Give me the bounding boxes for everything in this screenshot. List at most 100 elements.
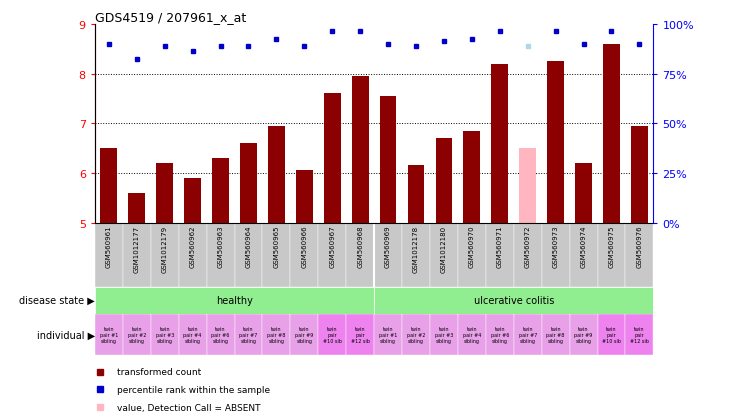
- Bar: [464, 131, 480, 223]
- Bar: [569, 223, 598, 287]
- Bar: [380, 97, 396, 223]
- Text: GSM560972: GSM560972: [525, 225, 531, 267]
- Bar: [514, 223, 542, 287]
- Text: GSM1012177: GSM1012177: [134, 225, 139, 272]
- Text: twin
pair #9
sibling: twin pair #9 sibling: [575, 326, 593, 343]
- Text: twin
pair #8
sibling: twin pair #8 sibling: [267, 326, 285, 343]
- Bar: [95, 314, 123, 355]
- Text: twin
pair #6
sibling: twin pair #6 sibling: [491, 326, 509, 343]
- Bar: [346, 314, 374, 355]
- Bar: [212, 159, 229, 223]
- Bar: [402, 314, 430, 355]
- Bar: [156, 164, 173, 223]
- Bar: [263, 314, 291, 355]
- Bar: [575, 164, 592, 223]
- Bar: [486, 314, 514, 355]
- Bar: [542, 223, 569, 287]
- Text: GSM560971: GSM560971: [497, 225, 503, 268]
- Bar: [352, 77, 369, 223]
- Bar: [548, 62, 564, 223]
- Text: twin
pair #6
sibling: twin pair #6 sibling: [212, 326, 230, 343]
- Bar: [128, 193, 145, 223]
- Text: twin
pair #9
sibling: twin pair #9 sibling: [295, 326, 313, 343]
- Bar: [631, 126, 648, 223]
- Bar: [603, 45, 620, 223]
- Bar: [430, 223, 458, 287]
- Bar: [268, 126, 285, 223]
- Bar: [207, 314, 234, 355]
- Bar: [569, 314, 598, 355]
- Bar: [514, 314, 542, 355]
- Bar: [123, 314, 151, 355]
- Bar: [123, 223, 151, 287]
- Bar: [346, 223, 374, 287]
- Bar: [207, 223, 234, 287]
- Bar: [101, 149, 118, 223]
- Bar: [374, 314, 402, 355]
- Bar: [626, 314, 653, 355]
- Bar: [519, 149, 536, 223]
- Text: GSM560964: GSM560964: [245, 225, 251, 267]
- Bar: [95, 287, 374, 314]
- Text: twin
pair #2
sibling: twin pair #2 sibling: [407, 326, 425, 343]
- Bar: [184, 178, 201, 223]
- Text: twin
pair
#12 sib: twin pair #12 sib: [630, 326, 649, 343]
- Bar: [151, 223, 179, 287]
- Bar: [374, 223, 402, 287]
- Bar: [626, 223, 653, 287]
- Text: GSM560968: GSM560968: [357, 225, 363, 268]
- Bar: [318, 314, 346, 355]
- Text: twin
pair #7
sibling: twin pair #7 sibling: [518, 326, 537, 343]
- Text: twin
pair #2
sibling: twin pair #2 sibling: [128, 326, 146, 343]
- Bar: [179, 223, 207, 287]
- Text: twin
pair
#12 sib: twin pair #12 sib: [350, 326, 369, 343]
- Bar: [318, 223, 346, 287]
- Bar: [598, 223, 626, 287]
- Text: twin
pair #8
sibling: twin pair #8 sibling: [547, 326, 565, 343]
- Text: GSM560970: GSM560970: [469, 225, 475, 268]
- Bar: [240, 144, 257, 223]
- Text: disease state ▶: disease state ▶: [19, 295, 95, 306]
- Bar: [234, 223, 263, 287]
- Bar: [291, 223, 318, 287]
- Text: percentile rank within the sample: percentile rank within the sample: [118, 385, 270, 394]
- Text: value, Detection Call = ABSENT: value, Detection Call = ABSENT: [118, 403, 261, 411]
- Bar: [234, 314, 263, 355]
- Text: individual ▶: individual ▶: [36, 330, 95, 339]
- Text: GSM560965: GSM560965: [274, 225, 280, 267]
- Bar: [486, 223, 514, 287]
- Bar: [407, 166, 424, 223]
- Text: GSM1012179: GSM1012179: [162, 225, 168, 272]
- Bar: [296, 171, 312, 223]
- Bar: [458, 223, 486, 287]
- Bar: [436, 139, 453, 223]
- Text: twin
pair #7
sibling: twin pair #7 sibling: [239, 326, 258, 343]
- Bar: [151, 314, 179, 355]
- Text: GSM560973: GSM560973: [553, 225, 558, 268]
- Bar: [291, 314, 318, 355]
- Text: twin
pair #1
sibling: twin pair #1 sibling: [100, 326, 118, 343]
- Text: GDS4519 / 207961_x_at: GDS4519 / 207961_x_at: [95, 11, 246, 24]
- Text: GSM560967: GSM560967: [329, 225, 335, 268]
- Text: GSM560961: GSM560961: [106, 225, 112, 268]
- Text: GSM1012180: GSM1012180: [441, 225, 447, 272]
- Bar: [458, 314, 486, 355]
- Bar: [542, 314, 569, 355]
- Text: twin
pair #1
sibling: twin pair #1 sibling: [379, 326, 397, 343]
- Text: ulcerative colitis: ulcerative colitis: [474, 295, 554, 306]
- Text: twin
pair #4
sibling: twin pair #4 sibling: [183, 326, 201, 343]
- Text: transformed count: transformed count: [118, 368, 201, 376]
- Bar: [598, 314, 626, 355]
- Text: GSM560962: GSM560962: [190, 225, 196, 267]
- Text: healthy: healthy: [216, 295, 253, 306]
- Bar: [402, 223, 430, 287]
- Text: GSM560975: GSM560975: [609, 225, 615, 267]
- Text: GSM560966: GSM560966: [301, 225, 307, 268]
- Text: GSM1012178: GSM1012178: [413, 225, 419, 272]
- Bar: [179, 314, 207, 355]
- Text: GSM560974: GSM560974: [580, 225, 586, 267]
- Text: twin
pair #3
sibling: twin pair #3 sibling: [155, 326, 174, 343]
- Bar: [324, 94, 341, 223]
- Text: twin
pair #3
sibling: twin pair #3 sibling: [435, 326, 453, 343]
- Text: GSM560976: GSM560976: [637, 225, 642, 268]
